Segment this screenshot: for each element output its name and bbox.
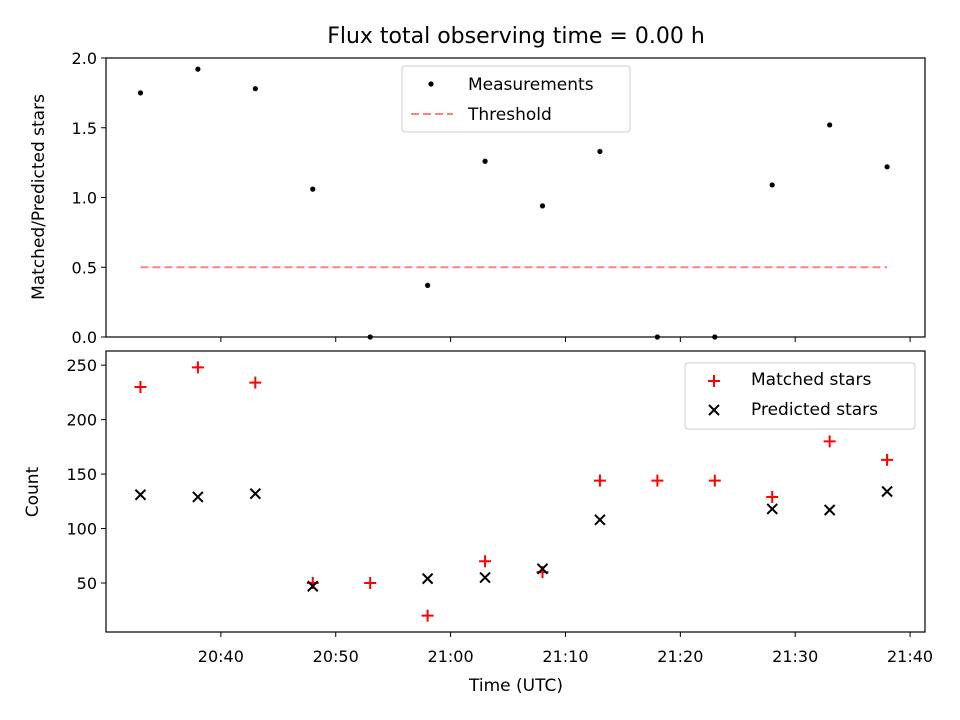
measurement-point	[252, 86, 258, 92]
legend-predicted-label: Predicted stars	[751, 400, 878, 420]
predicted-star-point	[766, 503, 778, 515]
top-y-axis-label: Matched/Predicted stars	[29, 94, 49, 300]
measurement-point	[597, 148, 603, 155]
top-panel: 0.00.51.01.52.0 Matched/Predicted stars …	[29, 49, 926, 347]
matched-star-point	[881, 453, 894, 466]
bottom-x-tick-label: 21:20	[657, 647, 703, 666]
legend-matched-label: Matched stars	[751, 370, 871, 390]
measurement-point	[482, 158, 488, 164]
bottom-y-axis-ticks: 50 100 150 200 250	[66, 356, 106, 593]
measurement-point	[137, 90, 144, 96]
matched-star-point	[823, 435, 836, 448]
top-legend-box	[401, 65, 631, 133]
x-axis-label: Time (UTC)	[468, 676, 563, 696]
matched-star-point	[134, 380, 147, 393]
top-y-axis-ticks: 0.0 0.5 1.0 1.5 2.0	[72, 49, 106, 347]
top-y-tick-label: 0.0	[72, 328, 97, 347]
bottom-y-tick-label: 200	[66, 411, 97, 430]
top-x-axis-ticks	[220, 337, 911, 342]
bottom-x-tick-label: 21:10	[542, 647, 588, 666]
predicted-star-point	[192, 491, 204, 503]
bottom-x-tick-label: 20:40	[198, 647, 244, 666]
bottom-legend-box	[684, 362, 916, 430]
bottom-plot-frame	[105, 350, 926, 633]
legend-measurements-label: Measurements	[468, 75, 594, 95]
measurement-point	[827, 122, 833, 128]
matched-star-point	[651, 474, 664, 487]
bottom-y-tick-label: 50	[77, 574, 97, 593]
predicted-star-point	[249, 487, 262, 500]
bottom-legend: Matched stars Predicted stars	[684, 362, 916, 430]
bottom-panel: 50 100 150 200 250 20:40 20:50 21:00 21:10 21:20…	[23, 350, 933, 696]
top-y-tick-label: 0.5	[72, 258, 97, 277]
measurement-point	[425, 282, 431, 288]
matched-star-point	[593, 474, 606, 487]
bottom-y-tick-label: 100	[66, 520, 97, 539]
top-plot-frame	[105, 57, 926, 338]
matched-star-point	[421, 609, 434, 622]
matched-star-point	[249, 376, 262, 389]
legend-measurements-marker	[428, 81, 434, 87]
bottom-x-tick-label: 20:50	[313, 647, 359, 666]
predicted-star-point	[536, 563, 549, 575]
predicted-star-point	[594, 514, 606, 526]
measurement-point	[884, 164, 890, 170]
measurement-point	[769, 182, 775, 188]
predicted-star-point	[881, 485, 893, 498]
matched-star-point	[766, 490, 779, 503]
bottom-x-tick-label: 21:00	[428, 647, 474, 666]
predicted-star-point	[134, 489, 147, 501]
top-chart-title: Flux total observing time = 0.00 h	[327, 24, 705, 49]
matched-star-point	[191, 361, 204, 374]
bottom-x-tick-label: 21:30	[772, 647, 818, 666]
bottom-y-tick-label: 150	[66, 465, 97, 484]
bottom-x-tick-label: 21:40	[887, 647, 933, 666]
measurement-point	[539, 203, 546, 209]
bottom-plot-marks	[134, 361, 894, 622]
bottom-y-axis-label: Count	[23, 466, 43, 517]
top-y-tick-label: 1.0	[72, 189, 97, 208]
measurement-point	[195, 66, 201, 72]
matched-star-point	[479, 555, 492, 568]
legend-threshold-label: Threshold	[467, 105, 552, 125]
top-y-tick-label: 1.5	[72, 119, 97, 138]
bottom-x-axis-ticks: 20:40 20:50 21:00 21:10 21:20 21:30 21:40	[198, 632, 933, 666]
predicted-star-point	[421, 572, 434, 585]
legend-predicted-marker	[708, 404, 720, 416]
top-plot-marks	[137, 66, 890, 340]
matched-star-point	[364, 576, 377, 589]
measurement-point	[310, 186, 316, 192]
top-y-tick-label: 2.0	[72, 49, 97, 68]
predicted-star-point	[823, 504, 836, 516]
legend-matched-marker	[708, 375, 720, 387]
matched-star-point	[708, 474, 721, 487]
predicted-star-point	[307, 580, 319, 592]
predicted-star-point	[479, 571, 491, 584]
bottom-y-tick-label: 250	[66, 356, 97, 375]
top-legend: Measurements Threshold	[401, 65, 631, 133]
